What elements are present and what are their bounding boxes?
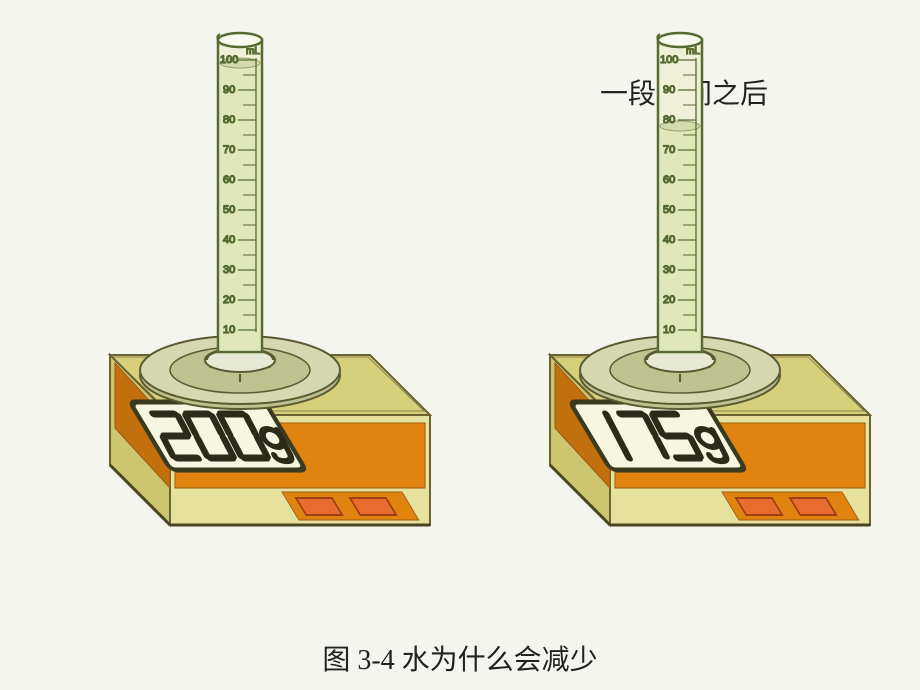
svg-text:10: 10 (223, 324, 235, 336)
svg-text:80: 80 (663, 114, 675, 126)
svg-text:90: 90 (223, 84, 235, 96)
svg-text:60: 60 (223, 174, 235, 186)
balance-left: 200g (40, 10, 440, 610)
figure-caption: 图 3-4 水为什么会减少 (0, 638, 920, 678)
balance-right-svg: 175g (480, 10, 880, 610)
balance-right: 175g (480, 10, 880, 610)
balance-left-svg: 200g (40, 10, 440, 610)
svg-text:30: 30 (223, 264, 235, 276)
svg-text:70: 70 (663, 144, 675, 156)
unit-label-r: mL (686, 46, 700, 57)
svg-text:40: 40 (663, 234, 675, 246)
svg-text:100: 100 (220, 54, 238, 66)
svg-text:70: 70 (223, 144, 235, 156)
svg-text:10: 10 (663, 324, 675, 336)
svg-text:40: 40 (223, 234, 235, 246)
svg-text:50: 50 (663, 204, 675, 216)
buttons-right (722, 492, 859, 520)
svg-text:20: 20 (223, 294, 235, 306)
unit-label: mL (246, 46, 260, 57)
buttons-left (282, 492, 419, 520)
svg-text:90: 90 (663, 84, 675, 96)
svg-text:60: 60 (663, 174, 675, 186)
svg-text:100: 100 (660, 54, 678, 66)
svg-text:20: 20 (663, 294, 675, 306)
svg-text:80: 80 (223, 114, 235, 126)
svg-text:50: 50 (223, 204, 235, 216)
figure-container: 一段时间之后 (0, 0, 920, 690)
svg-text:30: 30 (663, 264, 675, 276)
